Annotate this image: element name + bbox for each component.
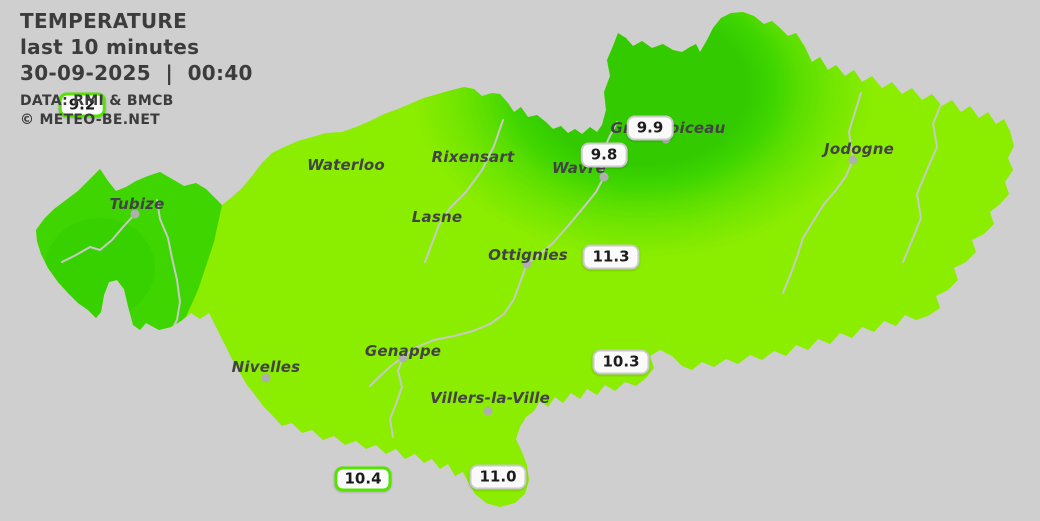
temperature-reading: 9.8: [580, 142, 628, 168]
city-marker-dot: [398, 353, 408, 363]
road-line: [156, 199, 181, 334]
city-marker-dot: [522, 259, 532, 269]
road-line: [902, 101, 943, 263]
road-line: [369, 356, 404, 387]
temperature-reading: 9.9: [626, 115, 674, 141]
city-label: Genappe: [364, 342, 442, 360]
page-subtitle: last 10 minutes: [20, 35, 200, 59]
city-label: Rixensart: [431, 148, 515, 166]
cool-area-west-core: [45, 218, 155, 318]
city-label: Nivelles: [231, 358, 301, 376]
road-line: [782, 92, 862, 294]
temperature-reading: 11.3: [582, 244, 640, 270]
road-line: [424, 119, 504, 263]
city-marker-dot: [848, 155, 858, 165]
page-title: TEMPERATURE: [20, 9, 188, 33]
city-marker-dot: [261, 373, 271, 383]
data-source: DATA: RMI & BMCB: [20, 93, 174, 109]
city-label: Jodogne: [824, 140, 894, 158]
temperature-reading: 9.2: [58, 92, 106, 118]
city-label: Waterloo: [307, 156, 385, 174]
date-time: 30-09-2025 | 00:40: [20, 61, 253, 85]
city-marker-dot: [130, 209, 140, 219]
city-label: Ottignies: [488, 246, 568, 264]
city-marker-dot: [599, 172, 609, 182]
temperature-reading: 10.4: [334, 466, 392, 492]
road-line: [389, 121, 618, 438]
road-line: [61, 213, 136, 263]
temperature-reading: 10.3: [592, 349, 650, 375]
cool-area-north: [413, 12, 873, 258]
title-block: TEMPERATURE last 10 minutes 30-09-2025 |…: [20, 8, 253, 130]
city-marker-dot: [483, 406, 493, 416]
temperature-reading: 11.0: [469, 464, 527, 490]
copyright-notice: © METEO-BE.NET: [20, 112, 161, 128]
city-label: Lasne: [411, 208, 463, 226]
city-label: Villers-la-Ville: [429, 389, 551, 407]
city-label: Tubize: [109, 195, 165, 213]
